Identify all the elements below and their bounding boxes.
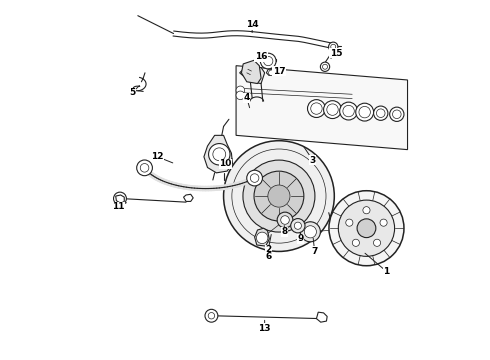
Polygon shape [204, 135, 232, 173]
Circle shape [359, 107, 370, 118]
Text: 16: 16 [255, 52, 268, 61]
Circle shape [392, 110, 401, 118]
Circle shape [205, 309, 218, 322]
Text: 14: 14 [246, 20, 258, 29]
Circle shape [327, 104, 338, 115]
Circle shape [250, 174, 259, 183]
Circle shape [277, 212, 293, 228]
Circle shape [264, 57, 273, 66]
Circle shape [256, 232, 268, 244]
Text: 7: 7 [312, 247, 318, 256]
Text: 2: 2 [265, 245, 271, 254]
Circle shape [236, 86, 245, 95]
Circle shape [294, 222, 301, 229]
Text: 11: 11 [112, 202, 124, 211]
Polygon shape [240, 67, 265, 84]
Circle shape [137, 160, 152, 176]
Text: 10: 10 [219, 159, 232, 168]
Circle shape [320, 62, 330, 71]
Polygon shape [242, 60, 261, 84]
Circle shape [300, 222, 320, 242]
Circle shape [213, 148, 226, 161]
Text: 9: 9 [297, 234, 304, 243]
Circle shape [243, 160, 315, 232]
Polygon shape [317, 312, 327, 322]
Circle shape [254, 171, 304, 221]
Circle shape [373, 239, 381, 246]
Circle shape [140, 163, 149, 172]
Circle shape [331, 44, 336, 49]
Circle shape [329, 191, 404, 266]
Polygon shape [302, 222, 318, 242]
Text: 15: 15 [330, 49, 343, 58]
Circle shape [268, 185, 290, 207]
Circle shape [236, 91, 245, 100]
Circle shape [304, 226, 317, 238]
Polygon shape [267, 69, 276, 75]
Text: 5: 5 [129, 88, 136, 97]
Polygon shape [184, 194, 193, 202]
Circle shape [340, 102, 358, 120]
Circle shape [260, 53, 276, 69]
Text: 1: 1 [383, 267, 389, 276]
Text: 8: 8 [281, 227, 288, 236]
Circle shape [311, 103, 322, 114]
Circle shape [269, 70, 274, 76]
Circle shape [308, 100, 325, 117]
Circle shape [281, 216, 289, 224]
Text: 6: 6 [265, 252, 271, 261]
Text: 12: 12 [151, 152, 164, 161]
Polygon shape [236, 66, 408, 150]
Text: 17: 17 [272, 67, 285, 76]
Circle shape [338, 200, 394, 256]
Text: 4: 4 [244, 93, 250, 102]
Circle shape [208, 312, 215, 319]
Circle shape [357, 219, 376, 238]
Polygon shape [116, 195, 124, 203]
Text: 13: 13 [258, 324, 271, 333]
Circle shape [390, 107, 404, 121]
Circle shape [322, 64, 327, 69]
Circle shape [352, 239, 360, 246]
Circle shape [329, 42, 338, 51]
Circle shape [209, 144, 230, 165]
Text: 3: 3 [310, 156, 316, 165]
Circle shape [291, 219, 305, 233]
Circle shape [363, 207, 370, 214]
Circle shape [223, 141, 334, 251]
Circle shape [247, 170, 263, 186]
Circle shape [376, 109, 385, 117]
Circle shape [323, 101, 342, 118]
Circle shape [343, 105, 354, 117]
Circle shape [356, 103, 373, 121]
Circle shape [373, 106, 388, 120]
Circle shape [114, 192, 126, 205]
Circle shape [380, 219, 387, 226]
Polygon shape [255, 228, 270, 246]
Circle shape [346, 219, 353, 226]
